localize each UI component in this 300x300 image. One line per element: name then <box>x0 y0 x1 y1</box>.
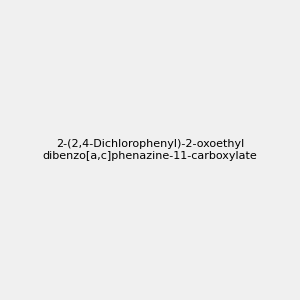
Text: 2-(2,4-Dichlorophenyl)-2-oxoethyl dibenzo[a,c]phenazine-11-carboxylate: 2-(2,4-Dichlorophenyl)-2-oxoethyl dibenz… <box>43 139 257 161</box>
